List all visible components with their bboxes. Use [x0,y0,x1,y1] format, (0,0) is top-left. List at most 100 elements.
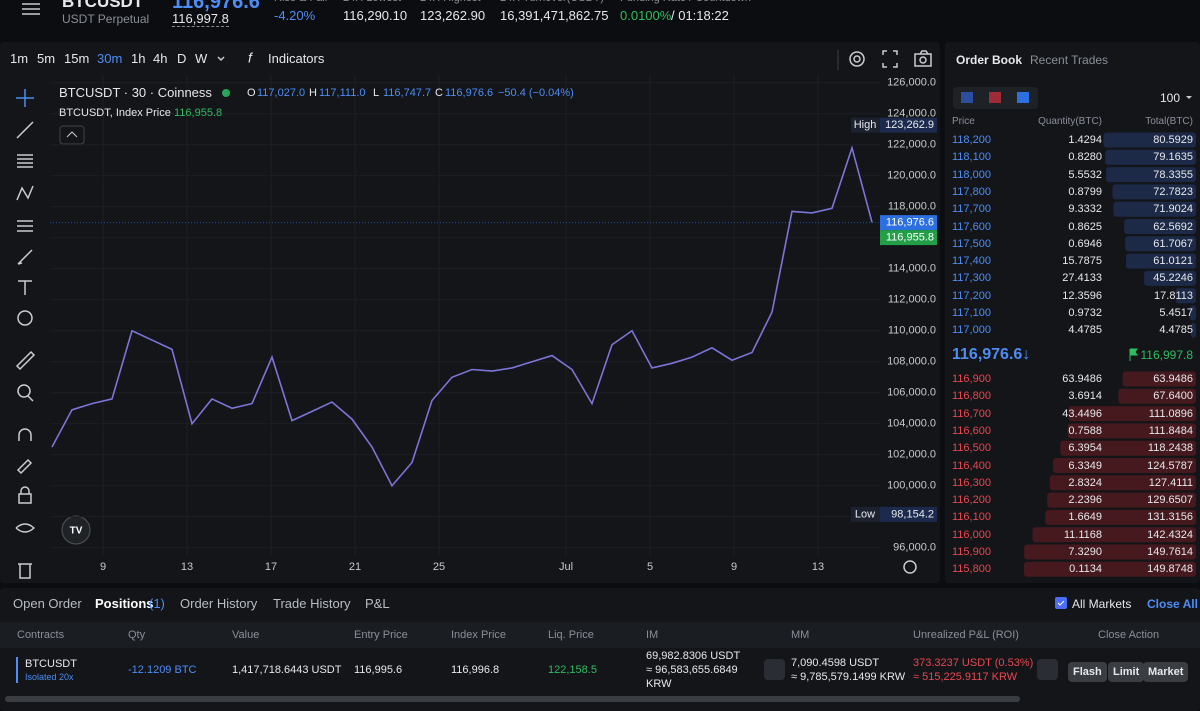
quantity: 0.9732 [1068,307,1102,319]
action-button[interactable]: Limit [1108,662,1145,682]
timeframe[interactable]: 30m [97,51,123,66]
ruler-tool[interactable] [15,350,36,371]
timeframe[interactable]: 4h [153,51,168,66]
pattern-tool[interactable] [16,185,34,201]
ohlc-key: C [435,87,443,99]
action-button[interactable]: Market [1143,662,1189,682]
price: 115,900 [952,546,991,558]
collapse-button[interactable] [59,125,85,145]
depth-bar [1105,149,1196,165]
price: 116,300 [952,476,991,489]
tab[interactable]: Order Book [956,53,1023,67]
depth-bar [1032,527,1196,543]
edit-button[interactable] [764,659,785,680]
depth-bar [1024,561,1196,577]
position-count: (1) [149,596,165,611]
timeframe[interactable]: 15m [64,51,90,66]
timeframe[interactable]: 1m [10,51,29,66]
fx-icon: f [248,50,254,66]
close-all[interactable]: Close All [1147,597,1198,611]
scrollbar[interactable] [5,696,1020,702]
x-tick-label: 21 [349,561,361,573]
y-tick-label: 110,000.0 [888,325,936,337]
depth-bar [1118,388,1196,404]
quantity: 1.4294 [1068,134,1102,146]
all-markets-checkbox[interactable] [1055,597,1067,609]
timeframe[interactable]: W [195,51,208,66]
magnet-tool[interactable] [18,428,32,441]
emoji-tool[interactable] [17,310,33,326]
tv-logo-text: TV [70,526,83,537]
y-tick-label: 120,000.0 [887,170,936,182]
column-header: Contracts [17,629,65,641]
quantity: 2.2396 [1068,494,1102,507]
depth-bar [1047,492,1196,508]
depth-bar [1190,322,1196,338]
price: 118,100 [952,151,991,164]
ohlc-value: 116,976.6 [445,87,494,99]
index-price-tag: 116,955.8 [886,232,934,244]
brush-tool[interactable] [17,249,33,265]
y-tick-label: 112,000.0 [888,294,936,306]
total: 79.1635 [1153,151,1193,164]
timeframe[interactable]: 5m [37,51,56,66]
all-markets[interactable]: All Markets [1072,597,1132,611]
projection-tool[interactable] [17,220,33,232]
stat-label: Rise & Fall [274,0,327,6]
quantity: 2.8324 [1068,476,1102,489]
price: 118,200 [952,134,991,146]
view-both[interactable] [961,92,973,103]
share-button[interactable] [1037,659,1058,680]
ohlc-value: 116,747.7 [383,87,432,99]
x-tick-label: 17 [265,561,277,573]
price: 117,200 [952,289,991,302]
chevron [1186,96,1192,99]
column-header: Qty [128,629,146,641]
timeframe[interactable]: 1h [131,51,146,66]
view-bids[interactable] [989,92,1001,103]
camera-icon[interactable] [914,50,932,67]
depth-select[interactable]: 100 [1159,91,1180,105]
visibility-tool[interactable] [15,523,36,533]
column-header: Index Price [451,629,507,641]
fib-tool[interactable] [17,154,33,168]
entry-price: 116,995.6 [354,664,403,676]
tab[interactable]: Trade History [273,596,351,611]
stat-label: 24H Turnover(USDT) [500,0,604,6]
crosshair-tool[interactable] [16,89,34,107]
total: 61.7067 [1153,237,1193,250]
price: 116,400 [952,459,991,472]
qty: -12.1209 BTC [128,664,197,676]
price: 117,800 [952,185,991,198]
zoom-tool[interactable] [17,384,34,402]
contract: BTCUSDT [25,658,77,670]
tab[interactable]: Positions [95,596,154,611]
high-tag-bg [880,117,937,133]
fullscreen-icon[interactable] [882,50,898,68]
tab[interactable]: Open Order [13,596,82,611]
tab[interactable]: P&L [365,596,390,611]
action-button[interactable]: Flash [1068,662,1107,682]
text-tool[interactable] [18,280,32,295]
index-label: BTCUSDT, Index Price [59,107,171,119]
low-tag: 98,154.2 [891,508,934,520]
im: 69,982.8306 USDT [646,650,741,662]
settings-icon[interactable] [849,51,865,67]
chevron[interactable] [217,56,225,62]
y-tick-label: 106,000.0 [887,387,936,399]
indicators-button[interactable]: Indicators [268,51,325,66]
lock-drawing-tool[interactable] [16,458,33,475]
high-label-bg [851,117,880,133]
tab[interactable]: Order History [180,596,258,611]
lock-tool[interactable] [18,486,32,504]
countdown: / 01:18:22 [671,8,729,23]
total: 71.9024 [1153,203,1193,216]
line-tool[interactable] [16,121,34,139]
axis-settings[interactable] [903,560,917,574]
view-asks[interactable] [1017,92,1029,103]
timeframe[interactable]: D [177,51,187,66]
total: 142.4324 [1147,528,1193,541]
tab[interactable]: Recent Trades [1030,53,1109,67]
trash-tool[interactable] [18,563,32,579]
total: 118.2438 [1147,442,1193,455]
